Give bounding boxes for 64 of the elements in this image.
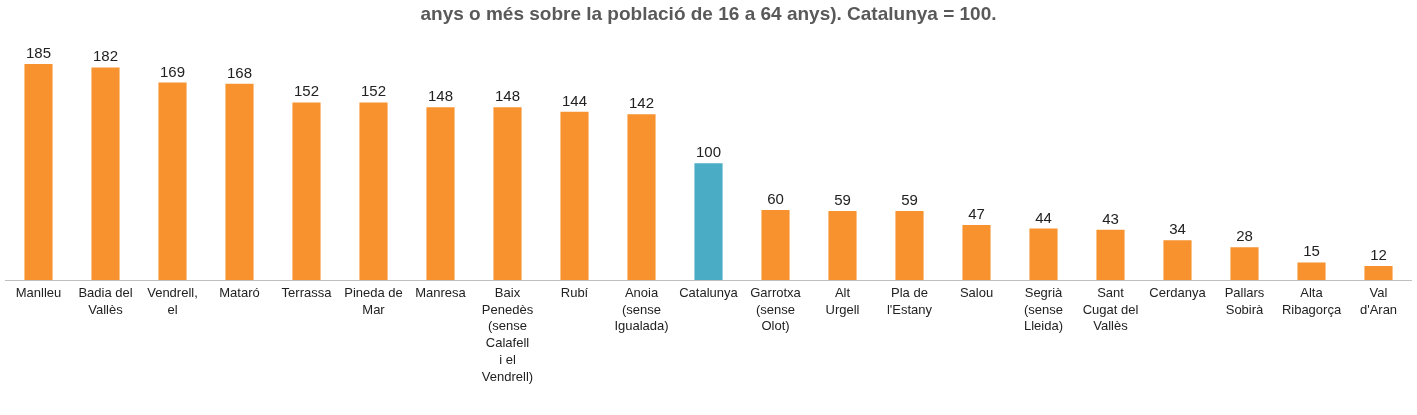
bar	[24, 63, 53, 280]
bar	[1163, 240, 1192, 280]
bar	[694, 163, 723, 280]
x-tick-label: Catalunya	[679, 284, 739, 300]
x-tick-label: Anoia (sense Igualada)	[614, 284, 669, 334]
x-tick-label: Alta Ribagorça	[1281, 284, 1342, 317]
data-label: 34	[1169, 220, 1186, 238]
data-label: 44	[1035, 208, 1052, 226]
data-label: 169	[159, 62, 186, 80]
data-label: 182	[92, 47, 119, 65]
x-tick-label: Sant Cugat del Vallès	[1082, 284, 1139, 334]
data-label: 168	[226, 63, 253, 81]
x-tick-label: Vendrell, el	[147, 284, 198, 317]
x-tick-label: Pineda de Mar	[344, 284, 403, 317]
x-tick-label: Rubí	[560, 284, 589, 300]
bar	[493, 107, 522, 280]
x-tick-label: Badia del Vallès	[78, 284, 133, 317]
x-tick-label: Manresa	[415, 284, 467, 300]
bar	[1364, 265, 1393, 280]
data-label: 144	[561, 91, 588, 109]
data-label: 185	[25, 43, 52, 61]
data-label: 15	[1303, 242, 1320, 260]
data-label: 47	[968, 205, 985, 223]
bar	[91, 67, 120, 280]
x-tick-label: Terrassa	[281, 284, 333, 300]
bar	[1029, 228, 1058, 280]
data-label: 148	[494, 87, 521, 105]
data-label: 59	[901, 191, 918, 209]
data-label: 100	[695, 143, 722, 161]
bar	[761, 209, 790, 280]
bar	[1230, 247, 1259, 280]
bar	[627, 114, 656, 280]
data-label: 60	[767, 189, 784, 207]
x-tick-label: Garrotxa (sense Olot)	[750, 284, 802, 334]
bar	[426, 107, 455, 280]
bar	[828, 211, 857, 280]
x-tick-label: Baix Penedès (sense Calafell i el Vendrell)	[481, 284, 534, 385]
x-tick-label: Salou	[959, 284, 994, 300]
bar	[359, 102, 388, 280]
data-label: 43	[1102, 209, 1119, 227]
data-label: 152	[293, 82, 320, 100]
data-label: 12	[1370, 245, 1387, 263]
x-tick-label: Pallars Sobirà	[1224, 284, 1265, 317]
x-tick-label: Segrià (sense Lleida)	[1023, 284, 1064, 334]
bar	[158, 82, 187, 280]
data-label: 59	[834, 191, 851, 209]
bar	[895, 211, 924, 280]
bar	[292, 102, 321, 280]
data-label: 152	[360, 82, 387, 100]
x-tick-label: Val d'Aran	[1359, 284, 1398, 317]
data-label: 142	[628, 94, 655, 112]
x-tick-label: Pla de l'Estany	[886, 284, 933, 317]
bar	[1096, 229, 1125, 280]
bar	[962, 225, 991, 280]
x-tick-label: Manlleu	[15, 284, 62, 300]
bar	[560, 111, 589, 280]
data-label: 148	[427, 87, 454, 105]
chart-title: anys o més sobre la població de 16 a 64 anys). Catalunya = 100.	[420, 2, 997, 24]
bar	[225, 83, 254, 280]
data-label: 28	[1236, 227, 1253, 245]
bar	[1297, 262, 1326, 280]
x-tick-label: Mataró	[219, 284, 260, 300]
x-tick-label: Alt Urgell	[825, 284, 860, 317]
x-tick-label: Cerdanya	[1149, 284, 1207, 300]
